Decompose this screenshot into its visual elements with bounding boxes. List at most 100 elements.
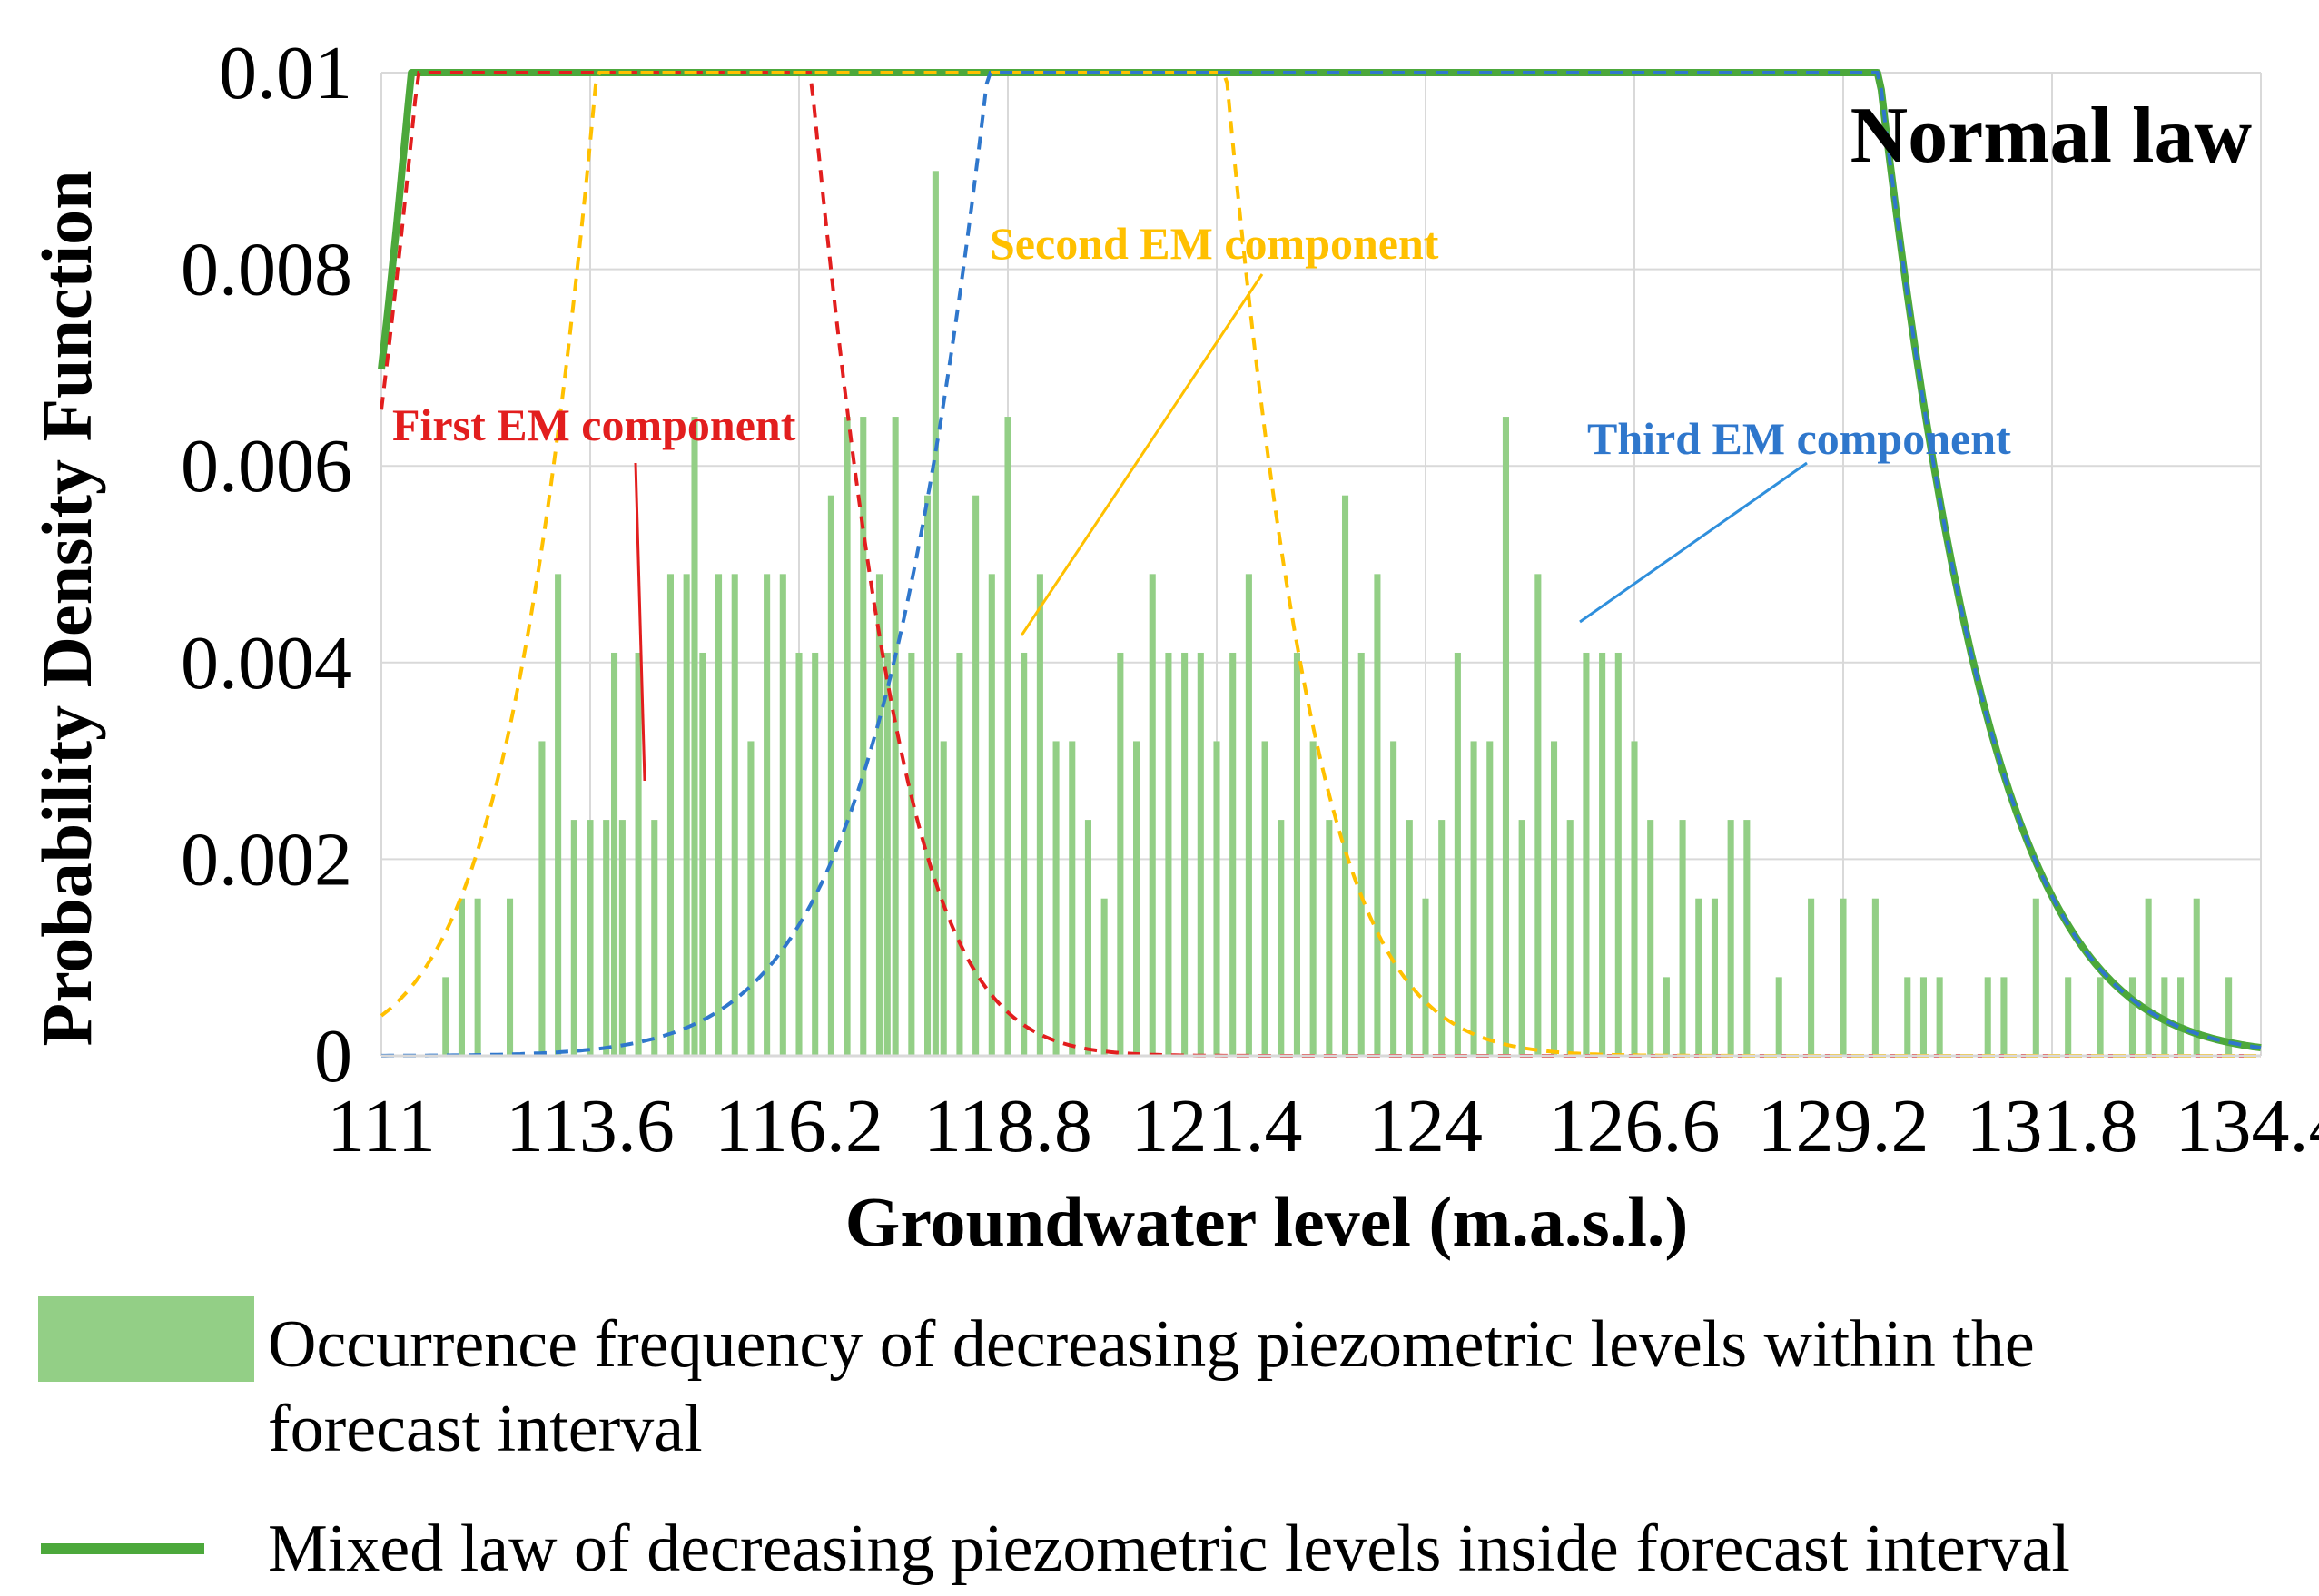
histogram-bar [1727,820,1734,1056]
histogram-bar [956,652,963,1056]
histogram-bar [883,652,891,1056]
histogram-bar [1149,574,1156,1056]
histogram-bar [2225,977,2233,1056]
histogram-bar [618,820,626,1056]
third-component-leader [1579,461,1808,624]
y-tick-label: 0.006 [181,424,352,508]
histogram-bar [699,652,706,1056]
histogram-bar [1775,977,1782,1056]
legend-label-histogram-cont: forecast interval [268,1392,703,1466]
histogram-bar [2032,898,2039,1056]
histogram-bar [458,898,465,1056]
x-tick-label: 118.8 [923,1084,1092,1168]
histogram-bar [2128,977,2136,1056]
histogram-bar [1374,574,1381,1056]
histogram-bar [2193,898,2200,1056]
histogram-bar [1486,741,1494,1056]
histogram-bar [731,574,738,1056]
histogram-bar [1326,820,1333,1056]
histogram-bar [844,417,851,1056]
histogram-bar [2177,977,2185,1056]
y-tick-label: 0.004 [181,621,352,705]
first-component-label: First EM component [392,399,796,450]
histogram-bar [1069,741,1076,1056]
histogram-bar [1871,898,1879,1056]
histogram-bar [1438,820,1446,1056]
histogram-bar [924,495,932,1056]
histogram-bar [860,417,867,1056]
x-tick-label: 124 [1368,1084,1483,1168]
histogram-bar [1117,652,1124,1056]
x-tick-label: 126.6 [1549,1084,1721,1168]
third-component-curve [381,71,2262,1058]
histogram-bar [2000,977,2008,1056]
y-axis-title: Probability Density Function [27,171,106,1047]
histogram-bar [747,741,755,1056]
histogram-bar [1390,741,1397,1056]
histogram-bar [1743,820,1751,1056]
histogram-bar [1406,820,1413,1056]
histogram-bar [1309,741,1317,1056]
second-component-label: Second EM component [990,218,1439,269]
chart-title: Normal law [1850,92,2253,180]
histogram-bar [1984,977,1991,1056]
x-tick-label: 113.6 [506,1084,675,1168]
histogram-bar [1840,898,1847,1056]
histogram-bar [1197,652,1204,1056]
histogram-bar [1583,652,1590,1056]
legend-label-mixture: Mixed law of decreasing piezometric leve… [268,1512,2070,1586]
histogram-bar [2145,898,2152,1056]
histogram-bar [1052,741,1060,1056]
histogram-bar [570,820,577,1056]
histogram-bar [1695,898,1702,1056]
x-tick-label: 129.2 [1758,1084,1929,1168]
histogram-bar [1084,820,1091,1056]
histogram-bar [474,898,481,1056]
histogram-bar [1631,741,1638,1056]
histogram-bar [875,574,883,1056]
y-tick-label: 0.008 [181,228,352,312]
x-tick-label: 121.4 [1131,1084,1303,1168]
histogram-bar [1278,820,1285,1056]
y-tick-label: 0.01 [219,31,352,115]
histogram-bar [666,574,674,1056]
histogram-bar [779,574,786,1056]
histogram-bar [651,820,658,1056]
histogram-bar [827,495,834,1056]
histogram-bar [1808,898,1815,1056]
y-axis-ticks: 0 0.002 0.004 0.006 0.008 0.01 [181,31,352,1098]
histogram-bar [1100,898,1108,1056]
histogram-bar [795,652,803,1056]
histogram-bar [1454,652,1461,1056]
histogram-bar [988,574,995,1056]
histogram-bar [1293,652,1300,1056]
histogram-bar [538,741,546,1056]
histogram-bar [1614,652,1622,1056]
y-tick-label: 0 [314,1014,352,1098]
histogram-bar [2097,977,2104,1056]
histogram-bar [812,652,819,1056]
histogram-bar [932,171,939,1057]
histogram-bar [1470,741,1477,1056]
histogram-bar [1711,898,1718,1056]
histogram-bar [892,417,899,1056]
x-tick-label: 111 [327,1084,436,1168]
third-component-label: Third EM component [1587,413,2011,464]
histogram-bar [1679,820,1686,1056]
histogram-bar [683,574,690,1056]
histogram-bar [1021,652,1028,1056]
histogram-bar [1133,741,1140,1056]
x-tick-label: 131.8 [1967,1084,2138,1168]
x-tick-label: 116.2 [715,1084,883,1168]
histogram-bar [1599,652,1606,1056]
histogram-bar [1245,574,1252,1056]
histogram-bar [1904,977,1911,1056]
histogram-bar [1357,652,1365,1056]
histogram-bar [611,652,618,1056]
histogram-bar [764,574,771,1056]
histogram-bar [1663,977,1670,1056]
histogram-bar [1566,820,1574,1056]
histogram-bar [555,574,562,1056]
histogram-bar [507,898,514,1056]
